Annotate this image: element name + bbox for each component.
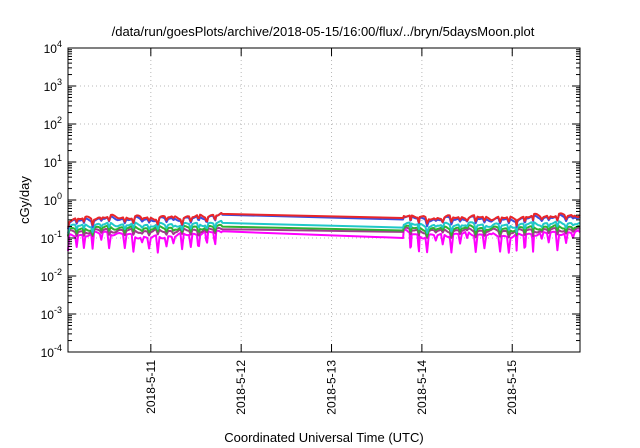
- x-axis-label: Coordinated Universal Time (UTC): [224, 430, 423, 445]
- y-tick-label: 10-4: [41, 343, 62, 360]
- y-axis: 10-4 10-3 10-2 10-1 100 101 102 103 104: [41, 39, 580, 360]
- series-line: [67, 228, 581, 254]
- chart-title: /data/run/goesPlots/archive/2018-05-15/1…: [112, 24, 535, 39]
- x-tick-label: 2018-5-14: [415, 360, 429, 415]
- y-tick-label: 10-2: [41, 267, 62, 284]
- x-tick-label: 2018-5-11: [144, 360, 158, 414]
- grid: [68, 48, 580, 352]
- y-tick-label: 101: [44, 153, 62, 170]
- series-line: [67, 219, 581, 234]
- y-axis-label: cGy/day: [17, 176, 32, 224]
- y-tick-label: 102: [44, 115, 62, 132]
- y-tick-label: 104: [44, 39, 62, 56]
- y-tick-label: 103: [44, 77, 62, 94]
- y-tick-label: 100: [44, 191, 62, 208]
- series-line: [67, 212, 581, 228]
- y-tick-label: 10-1: [41, 229, 62, 246]
- x-tick-label: 2018-5-12: [234, 360, 248, 415]
- series-group: [67, 212, 581, 254]
- x-tick-label: 2018-5-13: [325, 360, 339, 415]
- x-axis: 2018-5-11 2018-5-12 2018-5-13 2018-5-14 2018…: [144, 48, 519, 415]
- y-tick-label: 10-3: [41, 305, 62, 322]
- x-tick-label: 2018-5-15: [505, 360, 519, 415]
